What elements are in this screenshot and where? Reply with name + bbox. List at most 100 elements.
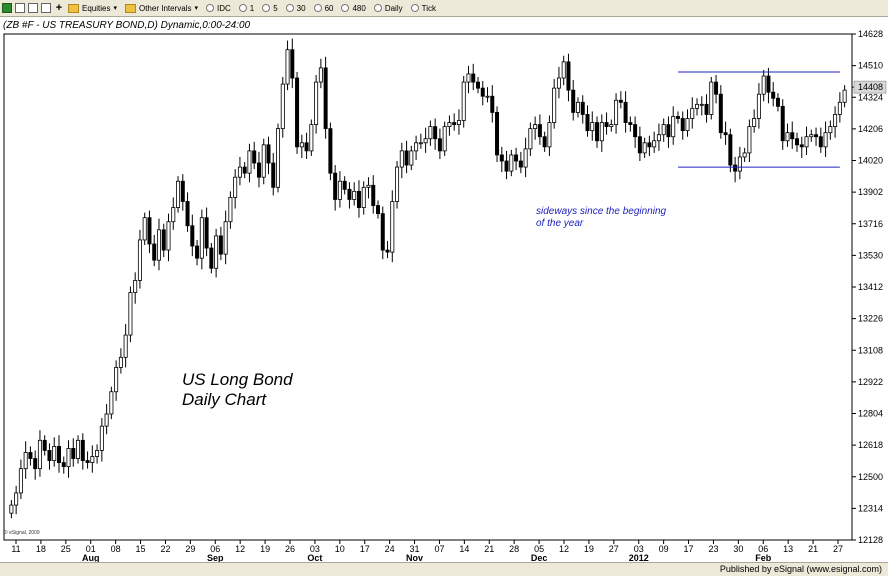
candle-body <box>128 292 133 336</box>
candle-body <box>147 217 152 245</box>
x-tick-label: 13 <box>783 544 793 554</box>
candle-body <box>652 140 657 148</box>
month-label: Aug <box>82 553 100 563</box>
candle-body <box>699 103 704 106</box>
candle-body <box>471 73 476 83</box>
interval-480[interactable]: 480 <box>341 4 366 13</box>
candle-body <box>214 235 219 269</box>
radio-icon <box>373 4 382 12</box>
candle-body <box>595 122 600 142</box>
x-tick-label: 23 <box>708 544 718 554</box>
interval-daily[interactable]: Daily <box>373 4 403 13</box>
x-tick-label: 03 <box>310 544 320 554</box>
candle-body <box>318 67 323 83</box>
interval-5[interactable]: 5 <box>262 4 278 13</box>
last-price-label: 14408 <box>858 82 883 92</box>
candle-body <box>642 142 647 154</box>
candle-body <box>142 217 147 241</box>
symbols-dropdown[interactable]: Equities ▾ <box>68 3 117 13</box>
candle-body <box>714 81 719 95</box>
candle-body <box>423 138 428 144</box>
intervals-dropdown[interactable]: Other Intervals ▾ <box>124 3 198 13</box>
candle-body <box>209 247 214 269</box>
candle-body <box>223 221 228 255</box>
candle-body <box>261 144 266 178</box>
candle-body <box>737 156 742 172</box>
candle-body <box>409 150 414 166</box>
candle-body <box>85 460 90 463</box>
interval-30[interactable]: 30 <box>285 4 306 13</box>
month-label: Dec <box>531 553 548 563</box>
candle-body <box>756 93 761 119</box>
interval-60[interactable]: 60 <box>313 4 333 13</box>
candle-body <box>466 73 471 83</box>
candle-body <box>585 114 590 132</box>
x-tick-label: 01 <box>86 544 96 554</box>
candle-body <box>323 67 328 130</box>
candle-body <box>728 134 733 166</box>
candle-body <box>547 122 552 148</box>
candle-body <box>156 229 161 261</box>
candle-body <box>628 122 633 125</box>
x-tick-label: 03 <box>634 544 644 554</box>
candle-body <box>14 492 19 506</box>
plus-icon[interactable]: + <box>55 2 63 14</box>
candle-body <box>599 122 604 142</box>
candle-body <box>252 150 257 164</box>
candle-body <box>152 243 157 261</box>
candle-body <box>90 456 95 463</box>
candle-body <box>661 124 666 136</box>
candle-body <box>637 136 642 154</box>
candle-body <box>790 132 795 140</box>
candle-body <box>137 239 142 281</box>
candle-body <box>523 148 528 168</box>
candle-body <box>799 144 804 148</box>
candle-body <box>218 235 223 255</box>
interval-idc[interactable]: IDC <box>205 4 231 13</box>
chart-icon[interactable] <box>2 3 12 13</box>
x-tick-label: 10 <box>335 544 345 554</box>
candle-body <box>833 114 838 127</box>
save-icon[interactable] <box>41 3 51 13</box>
footer: Published by eSignal (www.esignal.com) <box>0 562 888 576</box>
interval-1[interactable]: 1 <box>238 4 254 13</box>
candle-body <box>118 356 123 368</box>
x-tick-label: 09 <box>659 544 669 554</box>
candle-body <box>309 124 314 152</box>
x-tick-label: 21 <box>484 544 494 554</box>
candle-body <box>242 166 247 174</box>
candle-body <box>680 118 685 132</box>
x-tick-label: 15 <box>136 544 146 554</box>
candle-body <box>104 413 109 427</box>
candle-body <box>495 112 500 156</box>
candle-body <box>418 142 423 145</box>
candle-body <box>276 128 281 188</box>
candle-body <box>690 107 695 119</box>
x-tick-label: 28 <box>509 544 519 554</box>
candle-body <box>542 136 547 148</box>
page-icon[interactable] <box>15 3 25 13</box>
candle-body <box>704 103 709 115</box>
candle-body <box>337 180 342 200</box>
copy-icon[interactable] <box>28 3 38 13</box>
x-tick-label: 17 <box>360 544 370 554</box>
candle-body <box>771 91 776 99</box>
candle-body <box>504 160 509 172</box>
candle-body <box>33 458 38 470</box>
y-tick-label: 12804 <box>858 409 883 419</box>
candle-body <box>9 504 14 514</box>
chart-label-line-1: US Long Bond <box>182 370 293 389</box>
candle-body <box>709 81 714 115</box>
candle-body <box>428 126 433 140</box>
candle-body <box>195 245 200 259</box>
candle-body <box>842 89 847 103</box>
candle-body <box>480 87 485 97</box>
candle-body <box>571 89 576 113</box>
radio-icon <box>285 4 294 12</box>
candle-body <box>371 184 376 206</box>
candle-body <box>490 95 495 113</box>
month-label: Oct <box>307 553 322 563</box>
interval-tick[interactable]: Tick <box>410 4 436 13</box>
candle-body <box>814 134 819 138</box>
